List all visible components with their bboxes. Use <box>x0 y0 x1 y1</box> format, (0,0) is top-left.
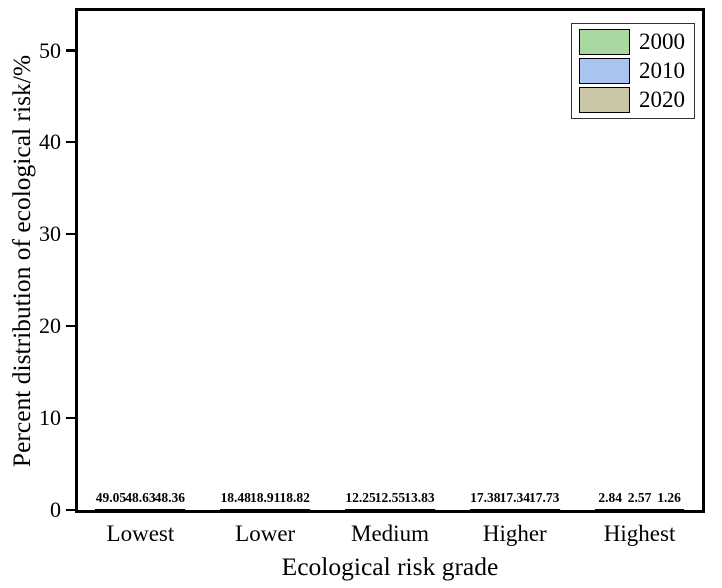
legend-item-2010: 2010 <box>579 58 685 84</box>
bar-2020-highest: 1.26 <box>653 490 685 510</box>
bar-2020-higher: 17.73 <box>528 490 560 510</box>
bar-value-label: 48.36 <box>154 490 186 505</box>
y-tick-label: 50 <box>39 37 61 63</box>
bar-group: 17.38 17.34 17.73 <box>452 11 577 510</box>
bar-2020-medium: 13.83 <box>403 490 435 510</box>
bar-value-label: 17.38 <box>470 490 501 505</box>
y-tick-label: 20 <box>39 313 61 339</box>
bar-row: 49.05 48.63 48.36 <box>95 490 186 510</box>
x-tick-label: Highest <box>603 521 676 546</box>
x-tick-label: Lower <box>235 521 296 546</box>
legend-swatch <box>579 29 630 55</box>
y-tick-label: 10 <box>39 405 61 431</box>
x-axis-title: Ecological risk grade <box>281 552 499 581</box>
bar-value-label: 18.91 <box>250 490 281 505</box>
legend-item-2020: 2020 <box>579 87 685 113</box>
bar-row: 17.38 17.34 17.73 <box>469 490 560 510</box>
y-tick-label: 0 <box>50 497 61 522</box>
bar-group: 18.48 18.91 18.82 <box>203 11 328 510</box>
bar-value-label: 17.34 <box>499 490 530 505</box>
x-tick-label: Medium <box>351 521 429 546</box>
bar-2000-medium: 12.25 <box>345 490 377 510</box>
bar-row: 2.84 2.57 1.26 <box>594 490 685 510</box>
bar-value-label: 48.63 <box>125 490 156 505</box>
bar-value-label: 2.57 <box>627 490 652 505</box>
bar-value-label: 1.26 <box>657 490 681 505</box>
bar-2020-lowest: 48.36 <box>154 490 186 510</box>
bar-row: 12.25 12.55 13.83 <box>345 490 435 510</box>
plot-area: Percent distribution of ecological risk/… <box>7 8 705 581</box>
y-tick-mark <box>66 141 78 144</box>
y-tick-mark <box>66 416 78 420</box>
y-tick-mark <box>66 49 78 52</box>
bar-2000-higher: 17.38 <box>469 490 501 510</box>
legend-item-2000: 2000 <box>579 29 685 55</box>
x-tick-label: Lowest <box>106 521 175 546</box>
legend-swatch <box>579 58 630 84</box>
legend-label: 2010 <box>639 58 685 83</box>
y-axis-title: Percent distribution of ecological risk/… <box>7 54 36 467</box>
y-tick-mark <box>66 324 78 328</box>
y-tick-label: 40 <box>39 129 61 155</box>
bar-group: 12.25 12.55 13.83 <box>328 11 453 510</box>
legend-swatch <box>579 87 630 113</box>
y-tick-mark <box>66 232 78 236</box>
bar-group: 49.05 48.63 48.36 <box>78 11 203 510</box>
bar-value-label: 17.73 <box>529 490 560 505</box>
legend-label: 2020 <box>639 87 685 112</box>
legend: 2000 2010 2020 <box>571 23 695 119</box>
bar-2010-highest: 2.57 <box>624 490 656 510</box>
bar-2010-medium: 12.55 <box>374 490 406 510</box>
bar-row: 18.48 18.91 18.82 <box>220 490 311 510</box>
bar-2010-lowest: 48.63 <box>124 490 156 510</box>
legend-label: 2000 <box>639 29 685 54</box>
x-tick-label: Higher <box>482 521 547 546</box>
bar-value-label: 18.82 <box>279 490 310 505</box>
y-tick-label: 30 <box>39 221 61 247</box>
bar-2020-lower: 18.82 <box>279 490 311 510</box>
bar-value-label: 12.55 <box>374 490 406 505</box>
bar-2000-lower: 18.48 <box>220 490 252 510</box>
bar-value-label: 12.25 <box>345 490 376 505</box>
bar-2010-higher: 17.34 <box>499 490 531 510</box>
bar-group: 2.84 2.57 1.26 <box>577 11 702 510</box>
bar-value-label: 13.83 <box>404 490 435 505</box>
bar-value-label: 49.05 <box>95 490 127 505</box>
y-tick-mark <box>66 508 78 511</box>
bar-2000-highest: 2.84 <box>594 490 626 510</box>
bar-2000-lowest: 49.05 <box>95 490 127 510</box>
bar-2010-lower: 18.91 <box>249 490 281 510</box>
bar-value-label: 2.84 <box>598 490 622 505</box>
bar-value-label: 18.48 <box>220 490 251 505</box>
